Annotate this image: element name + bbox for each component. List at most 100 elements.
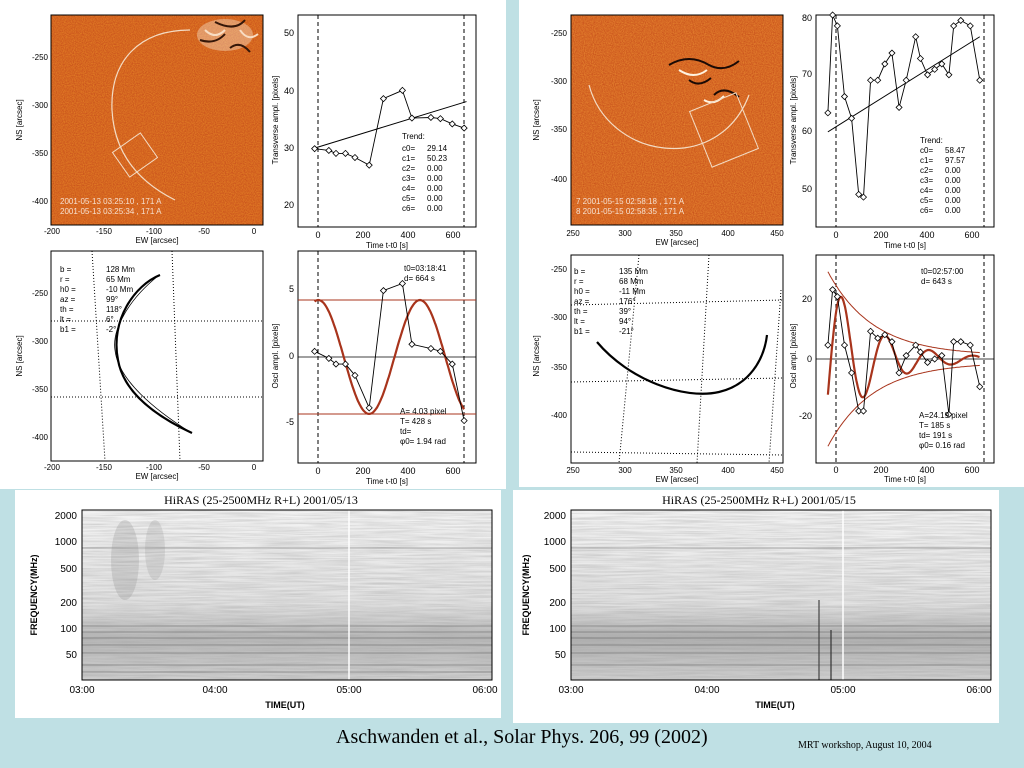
right-osc-point-1 — [829, 286, 837, 294]
spectrogram-right-ytick-2000: 2000 — [544, 511, 567, 522]
left-geom-param-b1-label: b1 = — [60, 325, 76, 334]
left-trend-xtick-4: 600 — [445, 230, 460, 240]
left-trend-c6-label: c6= — [402, 204, 415, 213]
right-trend-ytick-1: 50 — [802, 184, 812, 194]
right-trend-c1-value: 97.57 — [945, 156, 966, 165]
right-geom-xlabel: EW [arcsec] — [655, 475, 698, 484]
spectrogram-right-ytick-500: 500 — [549, 564, 566, 575]
footer-note: MRT workshop, August 10, 2004 — [798, 740, 932, 751]
right-figure-svg: 7 2001-05-15 02:58:18 , 171 A 8 2001-05-… — [532, 11, 995, 484]
left-trend-ytick-1: 20 — [284, 200, 294, 210]
spectrogram-right-xtick-0300: 03:00 — [558, 685, 583, 696]
right-geom-xtick-4: 400 — [721, 466, 735, 475]
spectrogram-left: HiRAS (25-2500MHz R+L) 2001/05/13 2000 1… — [15, 490, 501, 718]
right-trend-point-7 — [867, 76, 875, 84]
left-img-ytick-3: -350 — [32, 149, 49, 158]
left-osc-point-2 — [332, 360, 340, 368]
right-trend-point-15 — [923, 71, 932, 79]
left-oscillation-plot: 5 0 -5 0 200 400 600 Time t-t0 [s] Oscl … — [271, 250, 477, 486]
right-geom-ytick-4: -400 — [551, 411, 568, 420]
right-trend-c1-label: c1= — [920, 156, 933, 165]
right-osc-fit-phi: φ0= 0.16 rad — [919, 441, 965, 450]
right-osc-ytick-1: 20 — [802, 294, 812, 304]
spectrogram-right-ytick-1000: 1000 — [544, 537, 567, 548]
left-osc-point-7 — [398, 279, 406, 288]
right-trend-xtick-1: 0 — [833, 230, 838, 240]
right-geom-param-b-label: b = — [574, 267, 586, 276]
right-osc-point-17 — [938, 351, 946, 360]
right-osc-ytick-2: 0 — [807, 354, 812, 364]
right-trend-trend-line — [827, 36, 981, 133]
right-geom-param-th-value: 39° — [619, 307, 631, 316]
right-osc-point-2 — [833, 293, 841, 301]
left-img-xlabel: EW [arcsec] — [135, 236, 178, 245]
spectrogram-right-ytick-50: 50 — [555, 650, 567, 661]
left-osc-point-4 — [351, 371, 359, 379]
right-geom-param-b1-value: -21° — [619, 327, 634, 336]
left-trend-point-2 — [332, 149, 340, 157]
right-trend-point-2 — [833, 22, 841, 30]
spectrogram-left-xtick-0500: 05:00 — [336, 685, 361, 696]
right-geom-param-h0-label: h0 = — [574, 287, 590, 296]
left-image-legend-2: 2001-05-13 03:25:34 , 171 A — [60, 207, 162, 216]
right-trend-point-9 — [881, 60, 889, 68]
right-trend-xtick-3: 400 — [919, 230, 934, 240]
left-img-xtick-2: -150 — [96, 227, 113, 236]
left-osc-info-d: d= 664 s — [404, 274, 435, 283]
left-geom-param-az-value: 99° — [106, 295, 118, 304]
left-img-ytick-4: -400 — [32, 197, 49, 206]
left-trend-c3-label: c3= — [402, 174, 415, 183]
right-trend-c4-value: 0.00 — [945, 186, 961, 195]
spectrogram-left-ytick-50: 50 — [66, 650, 78, 661]
left-geom-param-h0-value: -10 Mm — [106, 285, 133, 294]
right-osc-xlabel: Time t-t0 [s] — [884, 475, 926, 484]
right-trend-point-21 — [966, 22, 974, 30]
left-geom-xtick-2: -150 — [96, 463, 113, 472]
citation: Aschwanden et al., Solar Phys. 206, 99 (… — [336, 726, 708, 748]
left-geom-xtick-3: -100 — [146, 463, 163, 472]
right-trend-c3-label: c3= — [920, 176, 933, 185]
left-trend-c4-value: 0.00 — [427, 184, 443, 193]
left-trend-point-12 — [460, 124, 468, 132]
right-trend-point-19 — [950, 22, 958, 30]
spectrogram-right-xtick-0500: 05:00 — [830, 685, 855, 696]
right-geom-xtick-3: 350 — [669, 466, 683, 475]
right-osc-point-14 — [916, 348, 924, 356]
left-osc-ytick-2: 0 — [289, 351, 294, 361]
right-geom-ylabel: NS [arcsec] — [532, 335, 541, 376]
right-img-xtick-5: 450 — [770, 229, 784, 238]
left-osc-point-0 — [311, 347, 319, 355]
right-osc-point-10 — [888, 338, 896, 346]
left-geometry-plot: b = 128 Mm r = 65 Mm h0 = -10 Mm az = 99… — [15, 250, 264, 481]
right-trend-ytick-4: 80 — [802, 13, 812, 23]
right-oscillation-plot: 20 0 -20 0 200 400 600 Time t-t0 [s] Osc… — [789, 254, 995, 484]
left-geom-xlabel: EW [arcsec] — [135, 472, 178, 481]
left-trend-c4-label: c4= — [402, 184, 415, 193]
left-trend-c0-value: 29.14 — [427, 144, 448, 153]
right-trend-point-22 — [976, 76, 984, 84]
right-trend-point-10 — [888, 49, 896, 57]
spectrogram-right-title: HiRAS (25-2500MHz R+L) 2001/05/15 — [662, 493, 856, 507]
right-osc-point-18 — [945, 410, 953, 419]
right-trend-point-18 — [945, 71, 953, 79]
right-osc-ylabel: Oscl ampl. [pixels] — [789, 324, 798, 389]
right-osc-point-20 — [957, 338, 965, 346]
left-img-xtick-5: 0 — [252, 227, 257, 236]
spectrogram-left-xtick-0300: 03:00 — [69, 685, 94, 696]
left-img-ytick-1: -250 — [32, 53, 49, 62]
left-osc-xtick-3: 400 — [400, 466, 415, 476]
left-trend-point-6 — [379, 95, 388, 103]
right-trend-xlabel: Time t-t0 [s] — [884, 241, 926, 250]
right-osc-point-9 — [881, 331, 889, 339]
right-geometry-plot: b = 135 Mm r = 68 Mm h0 = -11 Mm az = 17… — [532, 254, 784, 484]
left-geom-param-th-label: th = — [60, 305, 74, 314]
left-geom-xtick-5: 0 — [252, 463, 257, 472]
left-image-legend-1: 2001-05-13 03:25:10 , 171 A — [60, 197, 162, 206]
left-osc-point-1 — [325, 354, 333, 362]
right-trend-point-8 — [874, 76, 882, 84]
right-img-xtick-3: 350 — [669, 229, 683, 238]
right-geom-param-az-label: az = — [574, 297, 590, 306]
right-trend-c6-label: c6= — [920, 206, 933, 215]
left-osc-point-11 — [448, 360, 456, 368]
right-geom-param-th-label: th = — [574, 307, 588, 316]
